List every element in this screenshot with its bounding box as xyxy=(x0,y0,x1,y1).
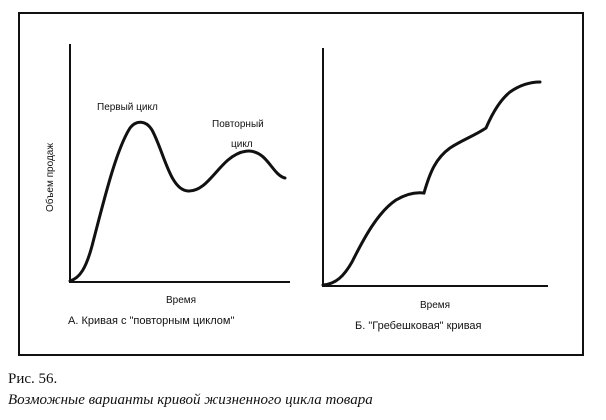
figure-number: Рис. 56. xyxy=(8,371,58,387)
annotation-first-cycle: Первый цикл xyxy=(97,102,158,113)
panel-b-curve xyxy=(321,80,542,287)
figure-frame xyxy=(18,12,584,356)
panel-b: Время Б. "Гребешковая" кривая xyxy=(321,48,548,332)
annotation-repeat-cycle-line1: Повторный xyxy=(212,119,264,130)
panel-b-x-label: Время xyxy=(420,300,450,311)
figure-title: Возможные варианты кривой жизненного цик… xyxy=(8,392,373,408)
panel-a-curve xyxy=(68,120,287,283)
panel-a-y-label: Объем продаж xyxy=(44,143,56,212)
panel-a-x-label: Время xyxy=(166,295,196,306)
panel-b-caption: Б. "Гребешковая" кривая xyxy=(355,320,482,332)
annotation-repeat-cycle-line2: цикл xyxy=(231,139,253,150)
panel-a-caption: А. Кривая с "повторным циклом" xyxy=(68,315,234,327)
panel-a: Объем продаж Первый цикл Повторный цикл … xyxy=(44,44,290,327)
